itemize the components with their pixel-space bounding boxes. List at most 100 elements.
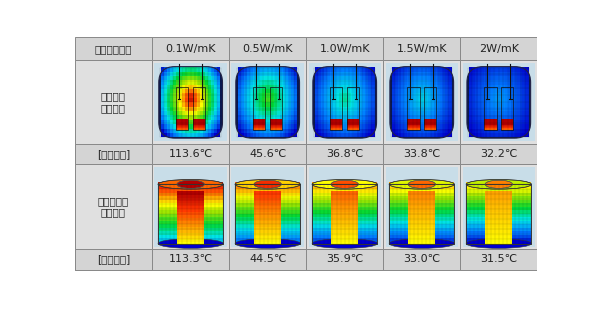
Bar (158, 220, 223, 224)
Bar (350, 89, 354, 94)
Bar (350, 124, 354, 128)
Bar (347, 87, 359, 130)
Bar (167, 133, 170, 137)
Bar (485, 206, 512, 209)
Bar (493, 102, 496, 107)
Bar (190, 72, 194, 76)
Bar (395, 89, 398, 94)
Bar (407, 76, 410, 80)
Bar (282, 133, 286, 137)
Bar (199, 133, 203, 137)
Bar (416, 120, 419, 124)
Bar (416, 107, 419, 111)
Bar (176, 89, 179, 94)
Bar (250, 102, 253, 107)
Bar (294, 72, 297, 76)
Bar (205, 72, 209, 76)
Bar (217, 85, 220, 89)
Bar (398, 107, 401, 111)
Bar (179, 89, 182, 94)
Bar (294, 115, 297, 120)
Bar (430, 67, 434, 72)
Bar (279, 72, 283, 76)
Bar (331, 209, 358, 212)
Bar (173, 72, 176, 76)
Bar (407, 87, 420, 130)
Bar (214, 72, 217, 76)
Bar (478, 128, 481, 133)
Bar (502, 89, 505, 94)
Bar (152, 165, 229, 249)
Bar (404, 89, 407, 94)
Bar (205, 124, 209, 128)
Bar (265, 80, 268, 85)
Bar (427, 72, 431, 76)
Bar (306, 37, 383, 60)
Bar (276, 80, 280, 85)
Bar (324, 80, 327, 85)
Bar (158, 238, 223, 242)
Bar (466, 238, 531, 242)
Bar (161, 128, 164, 133)
Bar (439, 93, 443, 98)
Bar (484, 72, 487, 76)
Bar (164, 85, 167, 89)
Bar (487, 124, 490, 128)
Bar (235, 231, 300, 235)
Bar (436, 107, 440, 111)
Bar (256, 107, 259, 111)
Bar (401, 124, 404, 128)
Bar (265, 89, 268, 94)
Bar (161, 80, 164, 85)
Bar (254, 191, 281, 195)
Bar (353, 107, 357, 111)
Bar (253, 107, 256, 111)
Bar (448, 124, 451, 128)
Bar (196, 107, 200, 111)
Bar (254, 209, 281, 212)
Bar (217, 98, 220, 102)
Bar (288, 124, 291, 128)
Bar (513, 102, 517, 107)
Bar (408, 209, 435, 212)
Bar (499, 98, 502, 102)
Bar (383, 165, 460, 249)
Bar (478, 80, 481, 85)
Bar (309, 167, 381, 247)
Bar (285, 128, 288, 133)
Bar (176, 133, 179, 137)
Bar (339, 128, 342, 133)
Bar (331, 215, 358, 218)
Bar (285, 93, 288, 98)
Bar (259, 67, 262, 72)
Bar (170, 133, 173, 137)
Bar (472, 107, 475, 111)
Bar (445, 93, 448, 98)
Bar (285, 102, 288, 107)
Bar (273, 128, 277, 133)
Bar (424, 121, 436, 127)
Bar (525, 93, 528, 98)
Bar (472, 133, 475, 137)
Bar (211, 133, 214, 137)
Bar (196, 98, 200, 102)
Bar (353, 89, 357, 94)
Bar (475, 80, 478, 85)
Bar (425, 124, 428, 128)
Bar (442, 89, 446, 94)
Bar (161, 120, 164, 124)
Bar (270, 89, 274, 94)
Bar (481, 89, 484, 94)
Bar (419, 98, 422, 102)
Bar (425, 133, 428, 137)
Bar (182, 111, 185, 115)
Bar (466, 189, 531, 193)
Bar (173, 98, 176, 102)
Bar (362, 107, 366, 111)
Bar (347, 120, 359, 125)
Bar (469, 102, 473, 107)
Bar (475, 111, 478, 115)
Bar (250, 124, 253, 128)
Bar (273, 111, 277, 115)
Bar (507, 124, 511, 128)
